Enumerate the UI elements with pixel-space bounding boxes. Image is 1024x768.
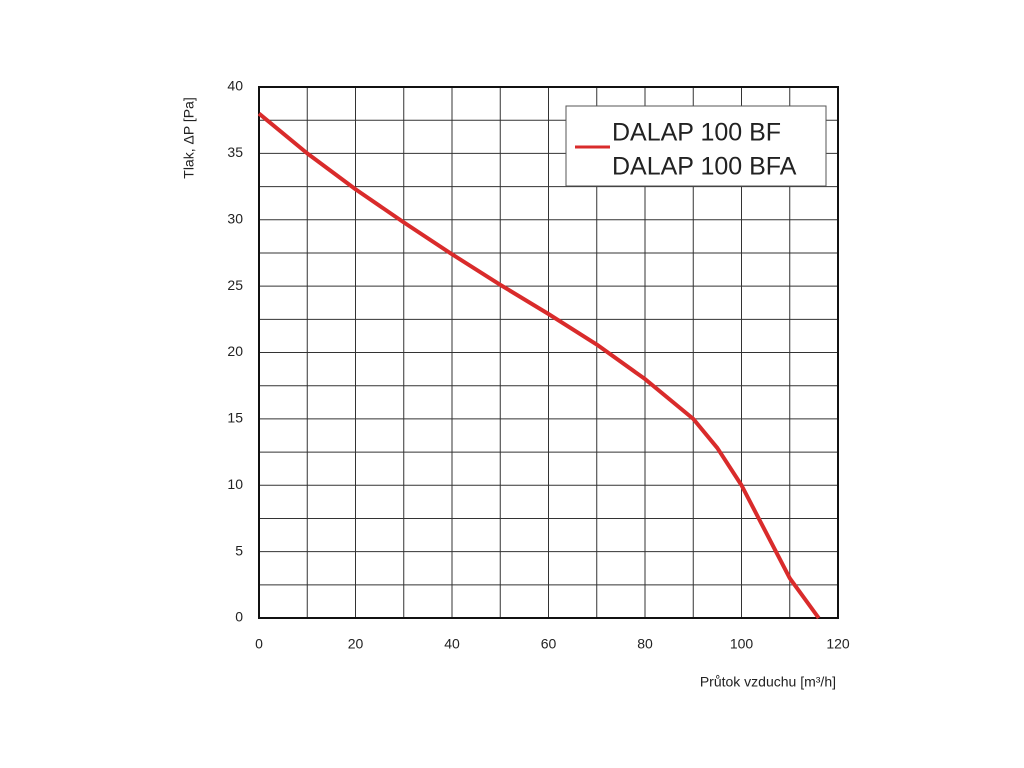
x-tick-label: 60 bbox=[541, 636, 557, 652]
x-axis-label: Průtok vzduchu [m³/h] bbox=[700, 674, 836, 690]
x-tick-label: 0 bbox=[255, 636, 263, 652]
x-tick-label: 100 bbox=[730, 636, 754, 652]
legend-label: DALAP 100 BFA bbox=[612, 153, 797, 181]
y-tick-label: 25 bbox=[227, 277, 243, 293]
x-tick-label: 40 bbox=[444, 636, 460, 652]
y-tick-label: 30 bbox=[227, 210, 243, 226]
x-tick-label: 20 bbox=[348, 636, 364, 652]
y-tick-label: 20 bbox=[227, 343, 243, 359]
y-tick-label: 35 bbox=[227, 144, 243, 160]
plot-frame bbox=[258, 86, 839, 619]
x-tick-label: 120 bbox=[826, 636, 850, 652]
y-tick-label: 15 bbox=[227, 410, 243, 426]
y-tick-label: 40 bbox=[227, 78, 243, 94]
x-tick-label: 80 bbox=[637, 636, 653, 652]
y-tick-label: 0 bbox=[235, 609, 243, 625]
y-tick-label: 5 bbox=[235, 542, 243, 558]
legend-label: DALAP 100 BF bbox=[612, 119, 781, 147]
y-axis-label: Tlak, ΔP [Pa] bbox=[181, 97, 197, 178]
y-tick-label: 10 bbox=[227, 476, 243, 492]
data-line bbox=[257, 112, 821, 620]
